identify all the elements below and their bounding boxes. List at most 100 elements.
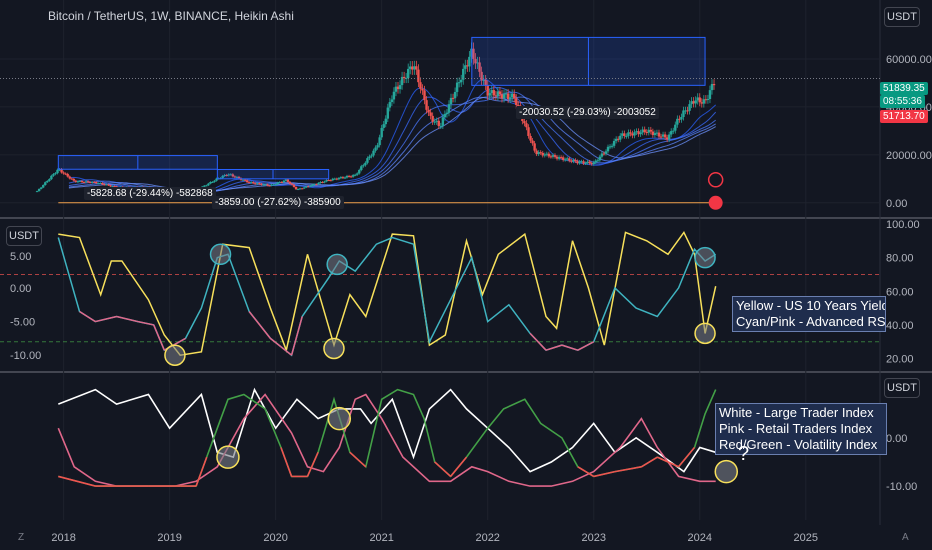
candle-body: [358, 169, 361, 174]
candle-body: [305, 186, 308, 188]
candle-body: [462, 68, 465, 80]
candle-body: [249, 182, 253, 184]
candle-body: [635, 131, 638, 133]
candle-body: [327, 179, 330, 181]
rsi-legend-note: Yellow - US 10 Years Yield Cyan/Pink - A…: [732, 296, 886, 332]
candle-body: [62, 172, 65, 174]
candle-body: [472, 48, 475, 59]
candle-body: [404, 78, 408, 80]
candle-body: [643, 129, 646, 132]
candle-body: [694, 100, 697, 104]
candle-body: [278, 181, 281, 183]
signal-circle-marker: [326, 253, 348, 276]
volatility-unit-button[interactable]: USDT: [884, 378, 920, 398]
candle-body: [621, 133, 624, 136]
candle-body: [343, 177, 347, 179]
candle-body: [457, 82, 461, 84]
rsi-bearish-segment: [248, 311, 271, 339]
candle-body: [678, 118, 681, 120]
candle-body: [612, 140, 616, 146]
price-pane[interactable]: [0, 36, 880, 210]
candle-body: [531, 140, 534, 144]
timezone-corner[interactable]: Z: [18, 532, 25, 543]
rsi-left-tick: -5.00: [10, 317, 35, 329]
candle-body: [533, 143, 536, 151]
candle-body: [39, 187, 43, 189]
candle-body: [566, 158, 569, 160]
candle-body: [594, 160, 597, 163]
rsi-bearish-segment: [290, 316, 303, 356]
candle-body: [427, 109, 430, 113]
candle-body: [445, 112, 449, 115]
rsi-bearish-segment: [561, 344, 579, 351]
candle-body: [527, 127, 530, 136]
candle-body: [48, 179, 51, 181]
candle-body: [625, 135, 628, 137]
candle-body: [682, 110, 685, 118]
candle-body: [655, 132, 659, 134]
candle-body: [586, 161, 589, 164]
candle-body: [386, 107, 390, 119]
candle-body: [221, 175, 224, 179]
signal-circle-marker: [164, 344, 186, 366]
candle-body: [641, 129, 644, 133]
candle-body: [506, 93, 510, 99]
candle-body: [696, 97, 699, 101]
candle-body: [60, 169, 63, 173]
candle-body: [362, 165, 365, 167]
rsi-bearish-segment: [153, 324, 166, 351]
candle-body: [490, 90, 493, 94]
candle-body: [504, 93, 508, 95]
candle-body: [411, 66, 414, 70]
candle-body: [319, 182, 322, 184]
auto-scale-corner[interactable]: A: [902, 532, 909, 543]
candle-body: [378, 137, 381, 146]
candle-body: [486, 85, 489, 96]
rsi-note-line-1: Yellow - US 10 Years Yield: [736, 298, 886, 313]
rsi-pane[interactable]: [0, 230, 880, 366]
volatility-pane[interactable]: [57, 387, 739, 487]
rsi-left-tick: -10.00: [10, 350, 41, 362]
candle-body: [704, 99, 708, 101]
rsi-right-tick: 100.00: [886, 219, 920, 231]
candle-body: [82, 182, 86, 184]
candle-body: [447, 104, 451, 113]
rsi-unit-button[interactable]: USDT: [6, 226, 42, 246]
candle-body: [400, 76, 404, 86]
candle-body: [233, 176, 237, 178]
candle-body: [492, 90, 496, 96]
candle-body: [631, 133, 634, 136]
candle-body: [466, 65, 469, 67]
candle-body: [425, 100, 428, 110]
candle-body: [347, 175, 351, 177]
volatility-right-tick: 0.00: [886, 433, 907, 445]
candle-body: [433, 121, 436, 123]
candle-body: [394, 86, 398, 92]
candle-body: [95, 181, 98, 184]
volatility-low-segment: [434, 461, 452, 478]
price-unit-button[interactable]: USDT: [884, 7, 920, 27]
candle-body: [590, 163, 593, 165]
candle-body: [574, 159, 577, 162]
rsi-bearish-segment: [269, 337, 293, 356]
candle-body: [286, 179, 290, 182]
candle-body: [260, 183, 263, 185]
candle-body: [74, 180, 78, 182]
candle-body: [639, 132, 642, 135]
candle-body: [619, 135, 622, 140]
candle-body: [56, 169, 59, 174]
vol-note-line-1: White - Large Trader Index: [719, 405, 874, 420]
candle-body: [288, 181, 292, 184]
candle-body: [409, 66, 412, 69]
candle-body: [663, 134, 667, 138]
candle-body: [272, 184, 275, 186]
candle-body: [290, 183, 294, 185]
x-tick-label: 2023: [581, 532, 605, 544]
candle-body: [460, 79, 463, 83]
candle-body: [576, 161, 579, 164]
candle-body: [563, 159, 567, 161]
candle-body: [549, 156, 553, 158]
candle-body: [423, 90, 426, 101]
candle-body: [88, 182, 92, 184]
